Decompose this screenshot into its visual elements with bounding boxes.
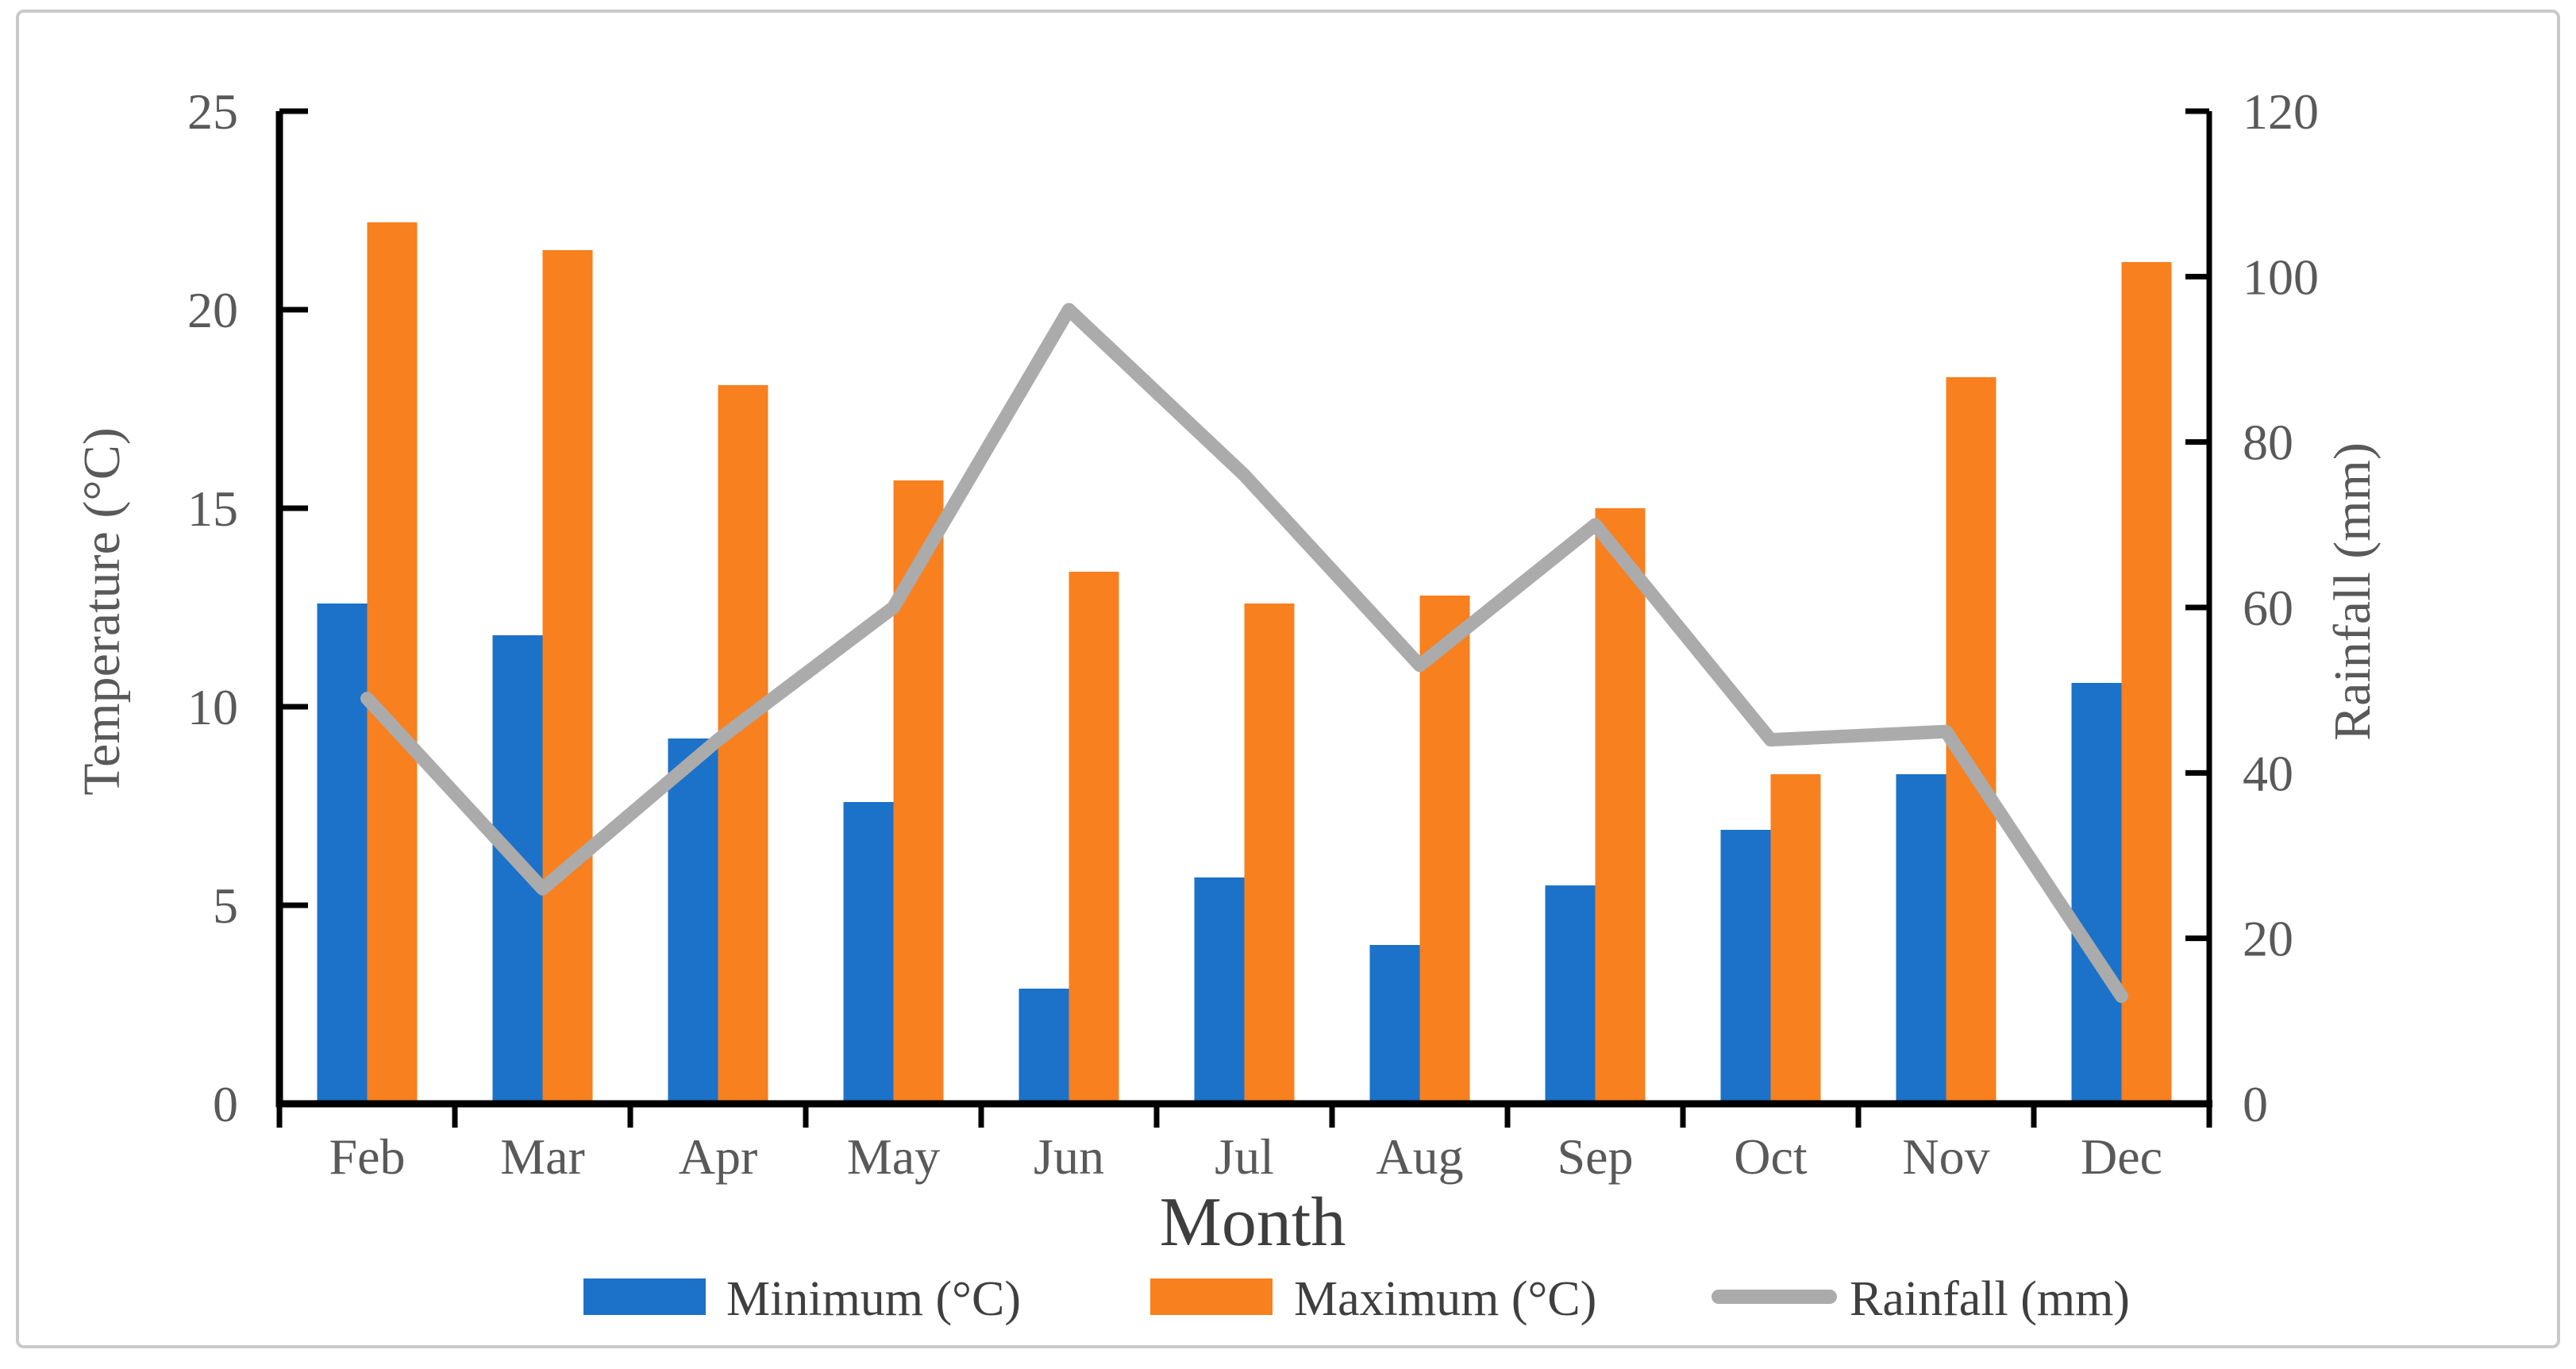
x-tick-label-Oct: Oct [1734, 1128, 1808, 1185]
y-tick-label-right-120: 120 [2243, 83, 2319, 140]
bar-maximum-Aug [1419, 596, 1470, 1104]
bar-maximum-Mar [542, 250, 593, 1104]
x-axis-title: Month [1160, 1184, 1346, 1261]
legend-swatch-maximum [1150, 1278, 1273, 1315]
y-tick-label-right-100: 100 [2243, 249, 2319, 305]
y-tick-label-left-5: 5 [213, 877, 238, 934]
bar-maximum-Feb [367, 222, 418, 1104]
bar-minimum-May [843, 802, 894, 1104]
legend-swatch-minimum [583, 1278, 706, 1315]
y-tick-label-left-15: 15 [187, 480, 238, 537]
x-tick-label-Dec: Dec [2081, 1128, 2162, 1185]
bar-minimum-Oct [1720, 830, 1771, 1104]
x-tick-label-Nov: Nov [1902, 1128, 1989, 1185]
x-tick-label-Mar: Mar [500, 1128, 585, 1185]
rainfall-line [360, 303, 2128, 1004]
y-tick-label-left-25: 25 [187, 83, 238, 140]
bar-minimum-Jul [1194, 877, 1245, 1104]
y-tick-label-right-40: 40 [2243, 745, 2293, 801]
bar-minimum-Nov [1896, 774, 1946, 1104]
bar-maximum-Apr [718, 385, 768, 1104]
bar-minimum-Feb [317, 604, 368, 1104]
bar-minimum-Apr [668, 738, 718, 1104]
bar-maximum-Sep [1595, 508, 1646, 1104]
bar-minimum-Aug [1369, 945, 1420, 1104]
x-tick-label-Sep: Sep [1558, 1128, 1634, 1185]
legend-label-rainfall: Rainfall (mm) [1850, 1272, 2130, 1326]
bar-maximum-Oct [1770, 774, 1821, 1104]
bar-minimum-Dec [2071, 683, 2122, 1104]
y-axis-title-right: Rainfall (mm) [2324, 442, 2382, 741]
legend-label-maximum: Maximum (°C) [1294, 1272, 1596, 1326]
y-tick-label-right-20: 20 [2243, 911, 2293, 967]
bar-maximum-Jun [1069, 572, 1119, 1104]
bar-minimum-Jun [1018, 989, 1069, 1104]
y-tick-label-left-0: 0 [213, 1076, 238, 1132]
y-tick-label-right-0: 0 [2243, 1076, 2268, 1132]
bar-maximum-Jul [1244, 604, 1295, 1104]
bar-minimum-Sep [1545, 885, 1596, 1104]
y-tick-label-right-80: 80 [2243, 415, 2293, 471]
bar-maximum-Dec [2121, 262, 2172, 1104]
y-tick-label-left-10: 10 [187, 679, 238, 735]
x-tick-label-Apr: Apr [679, 1128, 758, 1185]
y-axis-title-left: Temperature (°C) [73, 427, 131, 795]
legend-label-minimum: Minimum (°C) [726, 1272, 1021, 1326]
y-tick-label-left-20: 20 [187, 282, 238, 338]
x-tick-label-Jun: Jun [1034, 1128, 1104, 1185]
x-tick-label-Aug: Aug [1376, 1128, 1463, 1185]
x-tick-label-Feb: Feb [329, 1128, 406, 1185]
x-tick-label-May: May [847, 1128, 940, 1185]
x-tick-label-Jul: Jul [1215, 1128, 1274, 1185]
figure-border [16, 10, 2560, 1348]
y-tick-label-right-60: 60 [2243, 580, 2293, 636]
